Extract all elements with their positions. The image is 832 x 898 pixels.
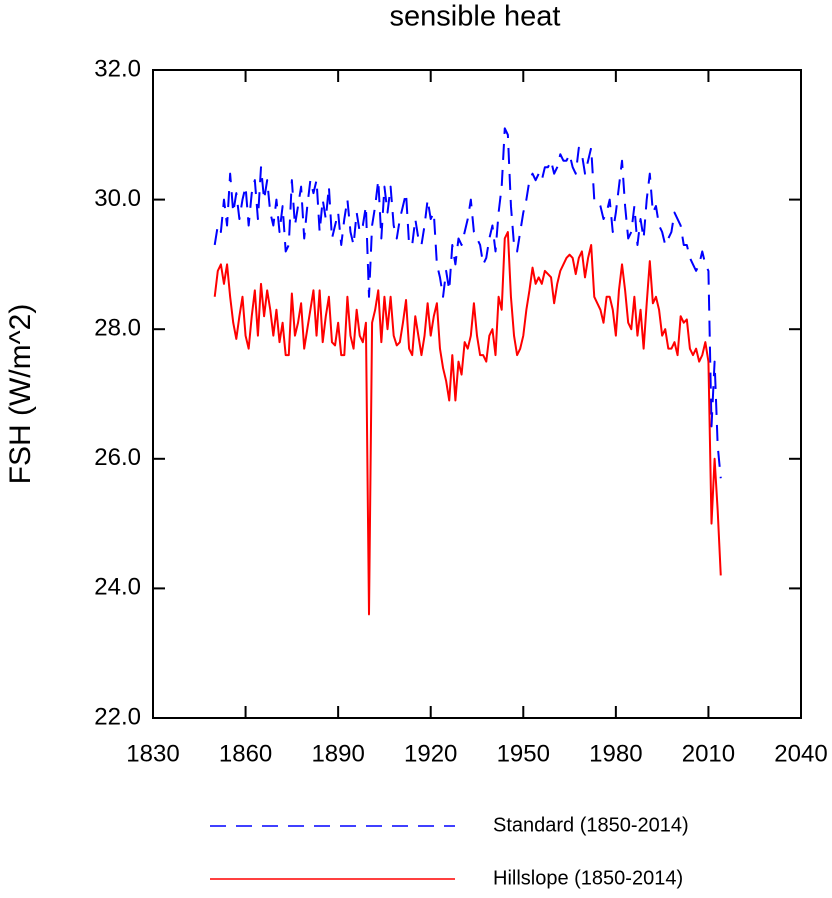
x-tick-label: 2040 xyxy=(774,740,827,767)
chart-title: sensible heat xyxy=(390,1,561,33)
y-axis-label: FSH (W/m^2) xyxy=(4,304,37,485)
x-tick-label: 2010 xyxy=(682,740,735,767)
y-tick-label: 30.0 xyxy=(94,185,141,212)
x-tick-label: 1830 xyxy=(126,740,179,767)
x-tick-label: 1950 xyxy=(497,740,550,767)
legend-label: Hillslope (1850-2014) xyxy=(493,867,683,889)
x-tick-label: 1980 xyxy=(589,740,642,767)
plot-frame xyxy=(152,69,802,719)
y-tick-label: 26.0 xyxy=(94,444,141,471)
y-tick-label: 28.0 xyxy=(94,315,141,342)
x-tick-label: 1860 xyxy=(219,740,272,767)
x-tick-label: 1890 xyxy=(311,740,364,767)
series-line xyxy=(213,127,722,479)
legend-label: Standard (1850-2014) xyxy=(493,814,689,836)
series-line xyxy=(213,231,722,616)
y-tick-label: 22.0 xyxy=(94,703,141,730)
y-tick-label: 24.0 xyxy=(94,574,141,601)
y-tick-label: 32.0 xyxy=(94,55,141,82)
x-tick-label: 1920 xyxy=(404,740,457,767)
